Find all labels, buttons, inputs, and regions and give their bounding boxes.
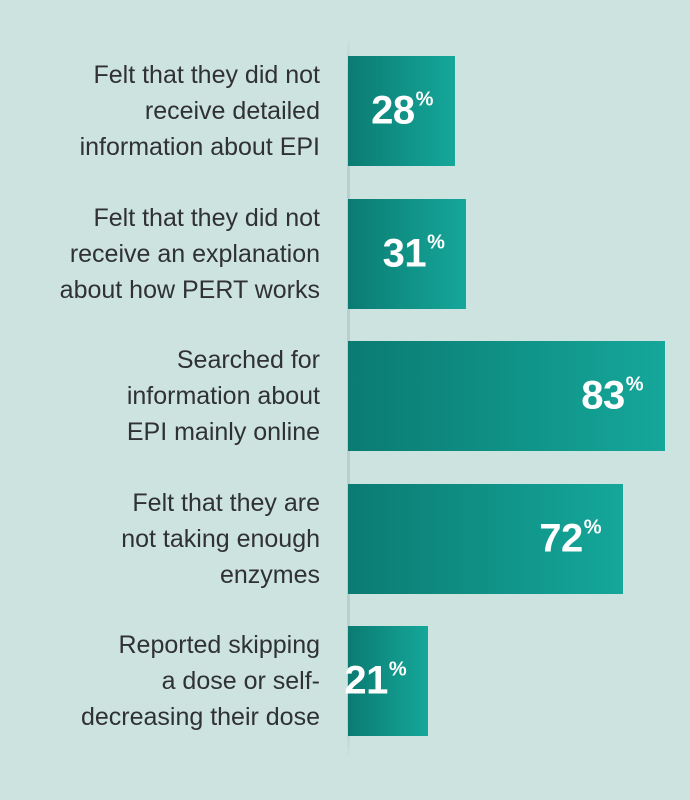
category-label-line: information about (126, 382, 320, 410)
category-label-line: Reported skipping (118, 631, 320, 659)
bar: 72% (348, 483, 624, 594)
category-label-line: about how PERT works (59, 275, 320, 304)
category-label-line: information about EPI (79, 133, 320, 161)
category-label-line: EPI mainly online (126, 418, 320, 446)
bar-value-number: 28 (371, 88, 415, 133)
category-label-line: a dose or self- (161, 667, 320, 695)
category-label-line: Felt that they did not (93, 203, 320, 232)
category-label-line: decreasing their dose (80, 703, 320, 731)
category-label: Searched for information about EPI mainly … (10, 342, 320, 450)
bar-value-label: 83% (581, 374, 643, 419)
bar-value-number: 72 (539, 516, 583, 560)
bar: 21% (344, 626, 429, 736)
percent-sign: % (427, 231, 445, 253)
category-label: Felt that they did not receive an explana… (10, 200, 320, 308)
category-label-line: not taking enough (121, 524, 320, 553)
category-label-line: enzymes (219, 560, 320, 589)
category-label: Felt that they did not receive detailed in… (10, 57, 320, 165)
category-label: Reported skipping a dose or self-decreasi… (10, 627, 320, 735)
bar: 83% (348, 341, 666, 451)
percent-sign: % (583, 516, 602, 538)
bar: 31% (348, 198, 467, 309)
category-label-line: Felt that they did not (93, 61, 320, 89)
category-label: Felt that they are not taking enough enzym… (10, 485, 320, 593)
percent-sign: % (625, 373, 644, 396)
bar-value-label: 21% (344, 659, 406, 704)
bar-value-number: 31 (382, 231, 427, 275)
bar-value-number: 83 (581, 373, 625, 418)
category-label-line: receive detailed (144, 97, 320, 125)
bar-value-number: 21 (344, 658, 388, 703)
bar-value-label: 31% (383, 231, 445, 276)
category-label-line: Searched for (176, 346, 320, 374)
bar-value-label: 28% (371, 89, 433, 134)
percent-sign: % (388, 658, 407, 681)
bar-value-label: 72% (539, 516, 601, 561)
category-label-line: receive an explanation (69, 239, 320, 268)
bar: 28% (348, 56, 455, 166)
percent-sign: % (415, 88, 434, 111)
category-label-line: Felt that they are (132, 488, 320, 517)
